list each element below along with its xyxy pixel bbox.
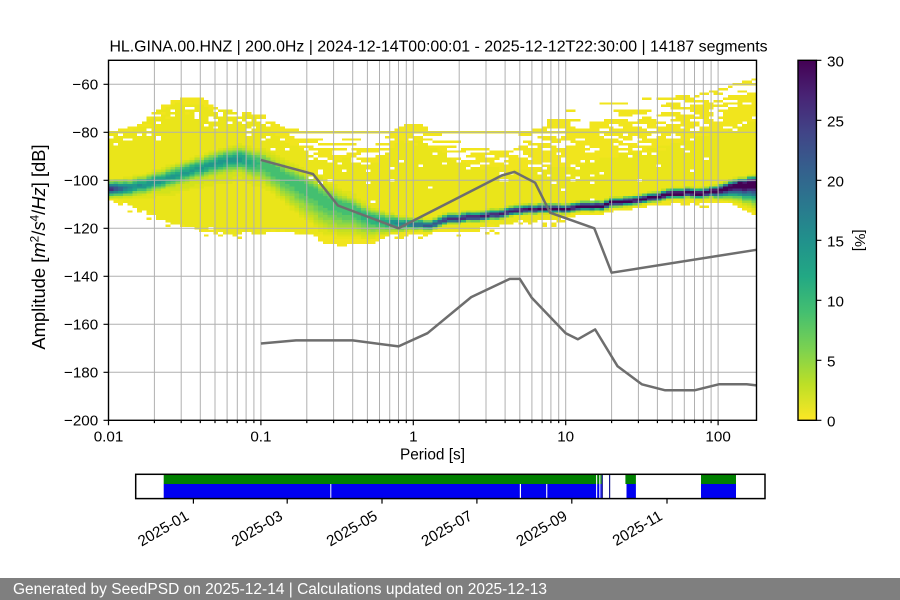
svg-text:−80: −80 — [72, 124, 98, 141]
svg-text:30: 30 — [827, 53, 844, 70]
svg-text:−180: −180 — [64, 364, 98, 381]
svg-text:2025-07: 2025-07 — [419, 508, 476, 551]
svg-text:−140: −140 — [64, 268, 98, 285]
svg-text:2025-03: 2025-03 — [229, 508, 286, 551]
svg-text:2025-05: 2025-05 — [324, 508, 381, 551]
svg-text:0.01: 0.01 — [94, 429, 124, 446]
svg-text:100: 100 — [705, 429, 730, 446]
svg-text:10: 10 — [557, 429, 574, 446]
svg-text:Amplitude [m2/s4/Hz] [dB]: Amplitude [m2/s4/Hz] [dB] — [28, 144, 50, 349]
svg-text:[%]: [%] — [851, 229, 868, 251]
svg-text:−200: −200 — [64, 412, 98, 429]
svg-text:25: 25 — [827, 113, 844, 130]
svg-text:2025-01: 2025-01 — [135, 508, 192, 551]
svg-text:HL.GINA.00.HNZ | 200.0Hz | 202: HL.GINA.00.HNZ | 200.0Hz | 2024-12-14T00… — [109, 38, 767, 55]
svg-text:Period [s]: Period [s] — [400, 447, 465, 464]
svg-text:−60: −60 — [72, 76, 98, 93]
svg-text:5: 5 — [827, 353, 835, 370]
svg-text:−120: −120 — [64, 220, 98, 237]
svg-text:2025-09: 2025-09 — [514, 508, 571, 551]
svg-text:15: 15 — [827, 233, 844, 250]
svg-text:2025-11: 2025-11 — [610, 508, 666, 550]
svg-text:−160: −160 — [64, 316, 98, 333]
svg-text:1: 1 — [409, 429, 417, 446]
svg-text:Generated by SeedPSD on 2025-1: Generated by SeedPSD on 2025-12-14 | Cal… — [13, 581, 547, 598]
svg-text:20: 20 — [827, 173, 844, 190]
svg-text:0.1: 0.1 — [250, 429, 271, 446]
svg-text:−100: −100 — [64, 172, 98, 189]
svg-text:0: 0 — [827, 413, 835, 430]
svg-text:10: 10 — [827, 293, 844, 310]
